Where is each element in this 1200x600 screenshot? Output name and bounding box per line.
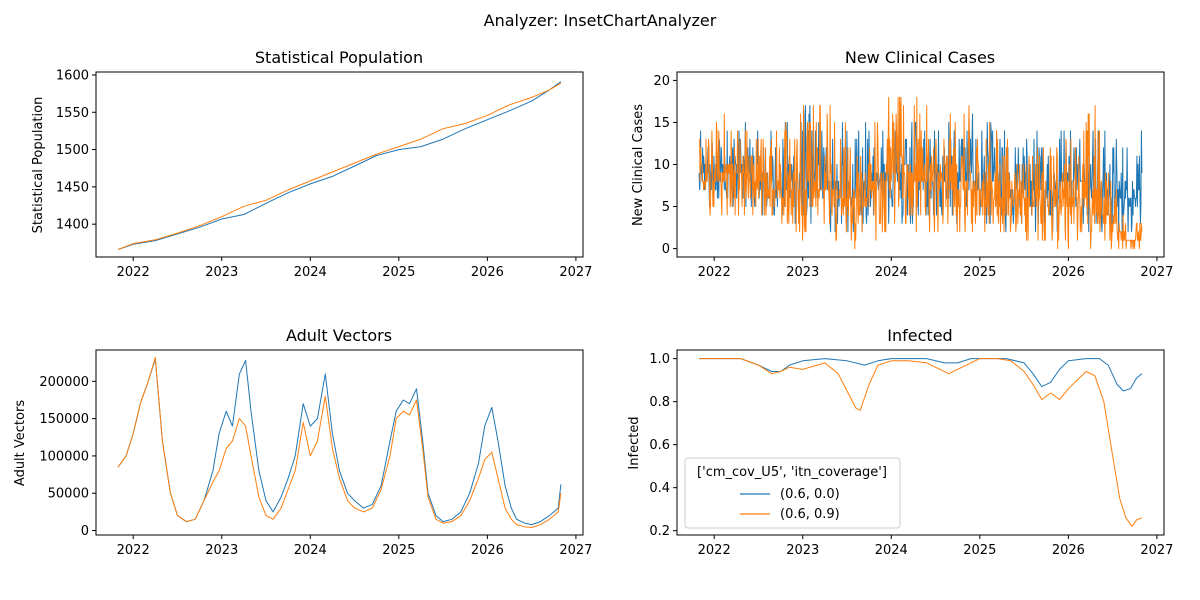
x-tick-label: 2023 [786, 265, 819, 280]
series-line-2 [117, 357, 562, 528]
x-tick-label: 2024 [875, 543, 908, 558]
y-tick-label: 1450 [56, 180, 89, 195]
x-tick-label: 2027 [559, 265, 592, 280]
y-tick-label: 150000 [39, 412, 89, 427]
series-line-2 [699, 358, 1143, 527]
y-tick-label: 1600 [56, 68, 89, 83]
x-tick-label: 2027 [559, 543, 592, 558]
legend: ['cm_cov_U5', 'itn_coverage'] (0.6, 0.0)… [684, 457, 901, 529]
y-axis-label: Adult Vectors [13, 400, 28, 486]
y-tick-label: 1550 [56, 106, 89, 121]
x-tick-label: 2022 [117, 265, 150, 280]
series-line-1 [699, 358, 1143, 392]
chart-title: Adult Vectors [286, 326, 392, 345]
legend-entry: (0.6, 0.9) [780, 507, 840, 522]
legend-title: ['cm_cov_U5', 'itn_coverage'] [697, 465, 887, 480]
figure-title: Analyzer: InsetChartAnalyzer [484, 11, 717, 30]
y-axis-label: New Clinical Cases [631, 104, 646, 226]
x-tick-label: 2025 [382, 265, 415, 280]
y-tick-label: 0 [662, 242, 670, 257]
y-tick-label: 1500 [56, 143, 89, 158]
panel-adult-vectors: Adult Vectors Adult Vectors 2022 2023 2024… [13, 326, 592, 558]
axes-frame [676, 349, 1165, 536]
y-tick-label: 1.0 [649, 352, 670, 367]
y-tick-label: 0 [81, 524, 89, 539]
y-tick-label: 15 [653, 116, 670, 131]
x-tick-label: 2023 [786, 543, 819, 558]
y-tick-label: 50000 [48, 487, 89, 502]
legend-entry: (0.6, 0.0) [780, 487, 840, 502]
y-tick-label: 200000 [39, 375, 89, 390]
x-tick-label: 2022 [698, 543, 731, 558]
panel-statistical-population: Statistical Population Statistical Popul… [31, 48, 592, 280]
series-line-1 [117, 358, 562, 526]
x-tick-label: 2026 [471, 265, 504, 280]
x-tick-label: 2023 [205, 543, 238, 558]
y-tick-label: 10 [653, 158, 670, 173]
x-tick-label: 2027 [1140, 543, 1173, 558]
y-tick-label: 1400 [56, 218, 89, 233]
chart-title: Statistical Population [255, 48, 423, 67]
x-tick-label: 2024 [875, 265, 908, 280]
y-tick-label: 0.6 [649, 438, 670, 453]
y-tick-label: 20 [653, 74, 670, 89]
series-line-2 [699, 96, 1143, 250]
x-tick-label: 2027 [1140, 265, 1173, 280]
y-axis-label: Infected [627, 416, 642, 469]
x-tick-label: 2025 [963, 543, 996, 558]
series-line-1 [117, 81, 562, 250]
y-axis-label: Statistical Population [31, 97, 46, 234]
panel-new-clinical-cases: New Clinical Cases New Clinical Cases 20… [631, 48, 1173, 280]
x-tick-label: 2024 [294, 265, 327, 280]
y-tick-label: 0.4 [649, 481, 670, 496]
x-tick-label: 2025 [382, 543, 415, 558]
chart-title: Infected [887, 326, 952, 345]
x-tick-label: 2026 [1052, 543, 1085, 558]
series-line-2 [117, 82, 562, 250]
x-tick-label: 2024 [294, 543, 327, 558]
x-tick-label: 2023 [205, 265, 238, 280]
x-tick-label: 2026 [1052, 265, 1085, 280]
x-tick-label: 2022 [698, 265, 731, 280]
legend-frame [684, 457, 901, 529]
y-tick-label: 100000 [39, 449, 89, 464]
x-tick-label: 2025 [963, 265, 996, 280]
x-tick-label: 2022 [117, 543, 150, 558]
y-tick-label: 0.2 [649, 524, 670, 539]
axes-frame [95, 71, 584, 258]
panel-infected: Infected Infected 2022 2023 2024 2025 2026 20… [627, 326, 1173, 558]
y-tick-label: 5 [662, 200, 670, 215]
axes-frame [95, 349, 584, 536]
x-tick-label: 2026 [471, 543, 504, 558]
chart-title: New Clinical Cases [845, 48, 995, 67]
y-tick-label: 0.8 [649, 395, 670, 410]
